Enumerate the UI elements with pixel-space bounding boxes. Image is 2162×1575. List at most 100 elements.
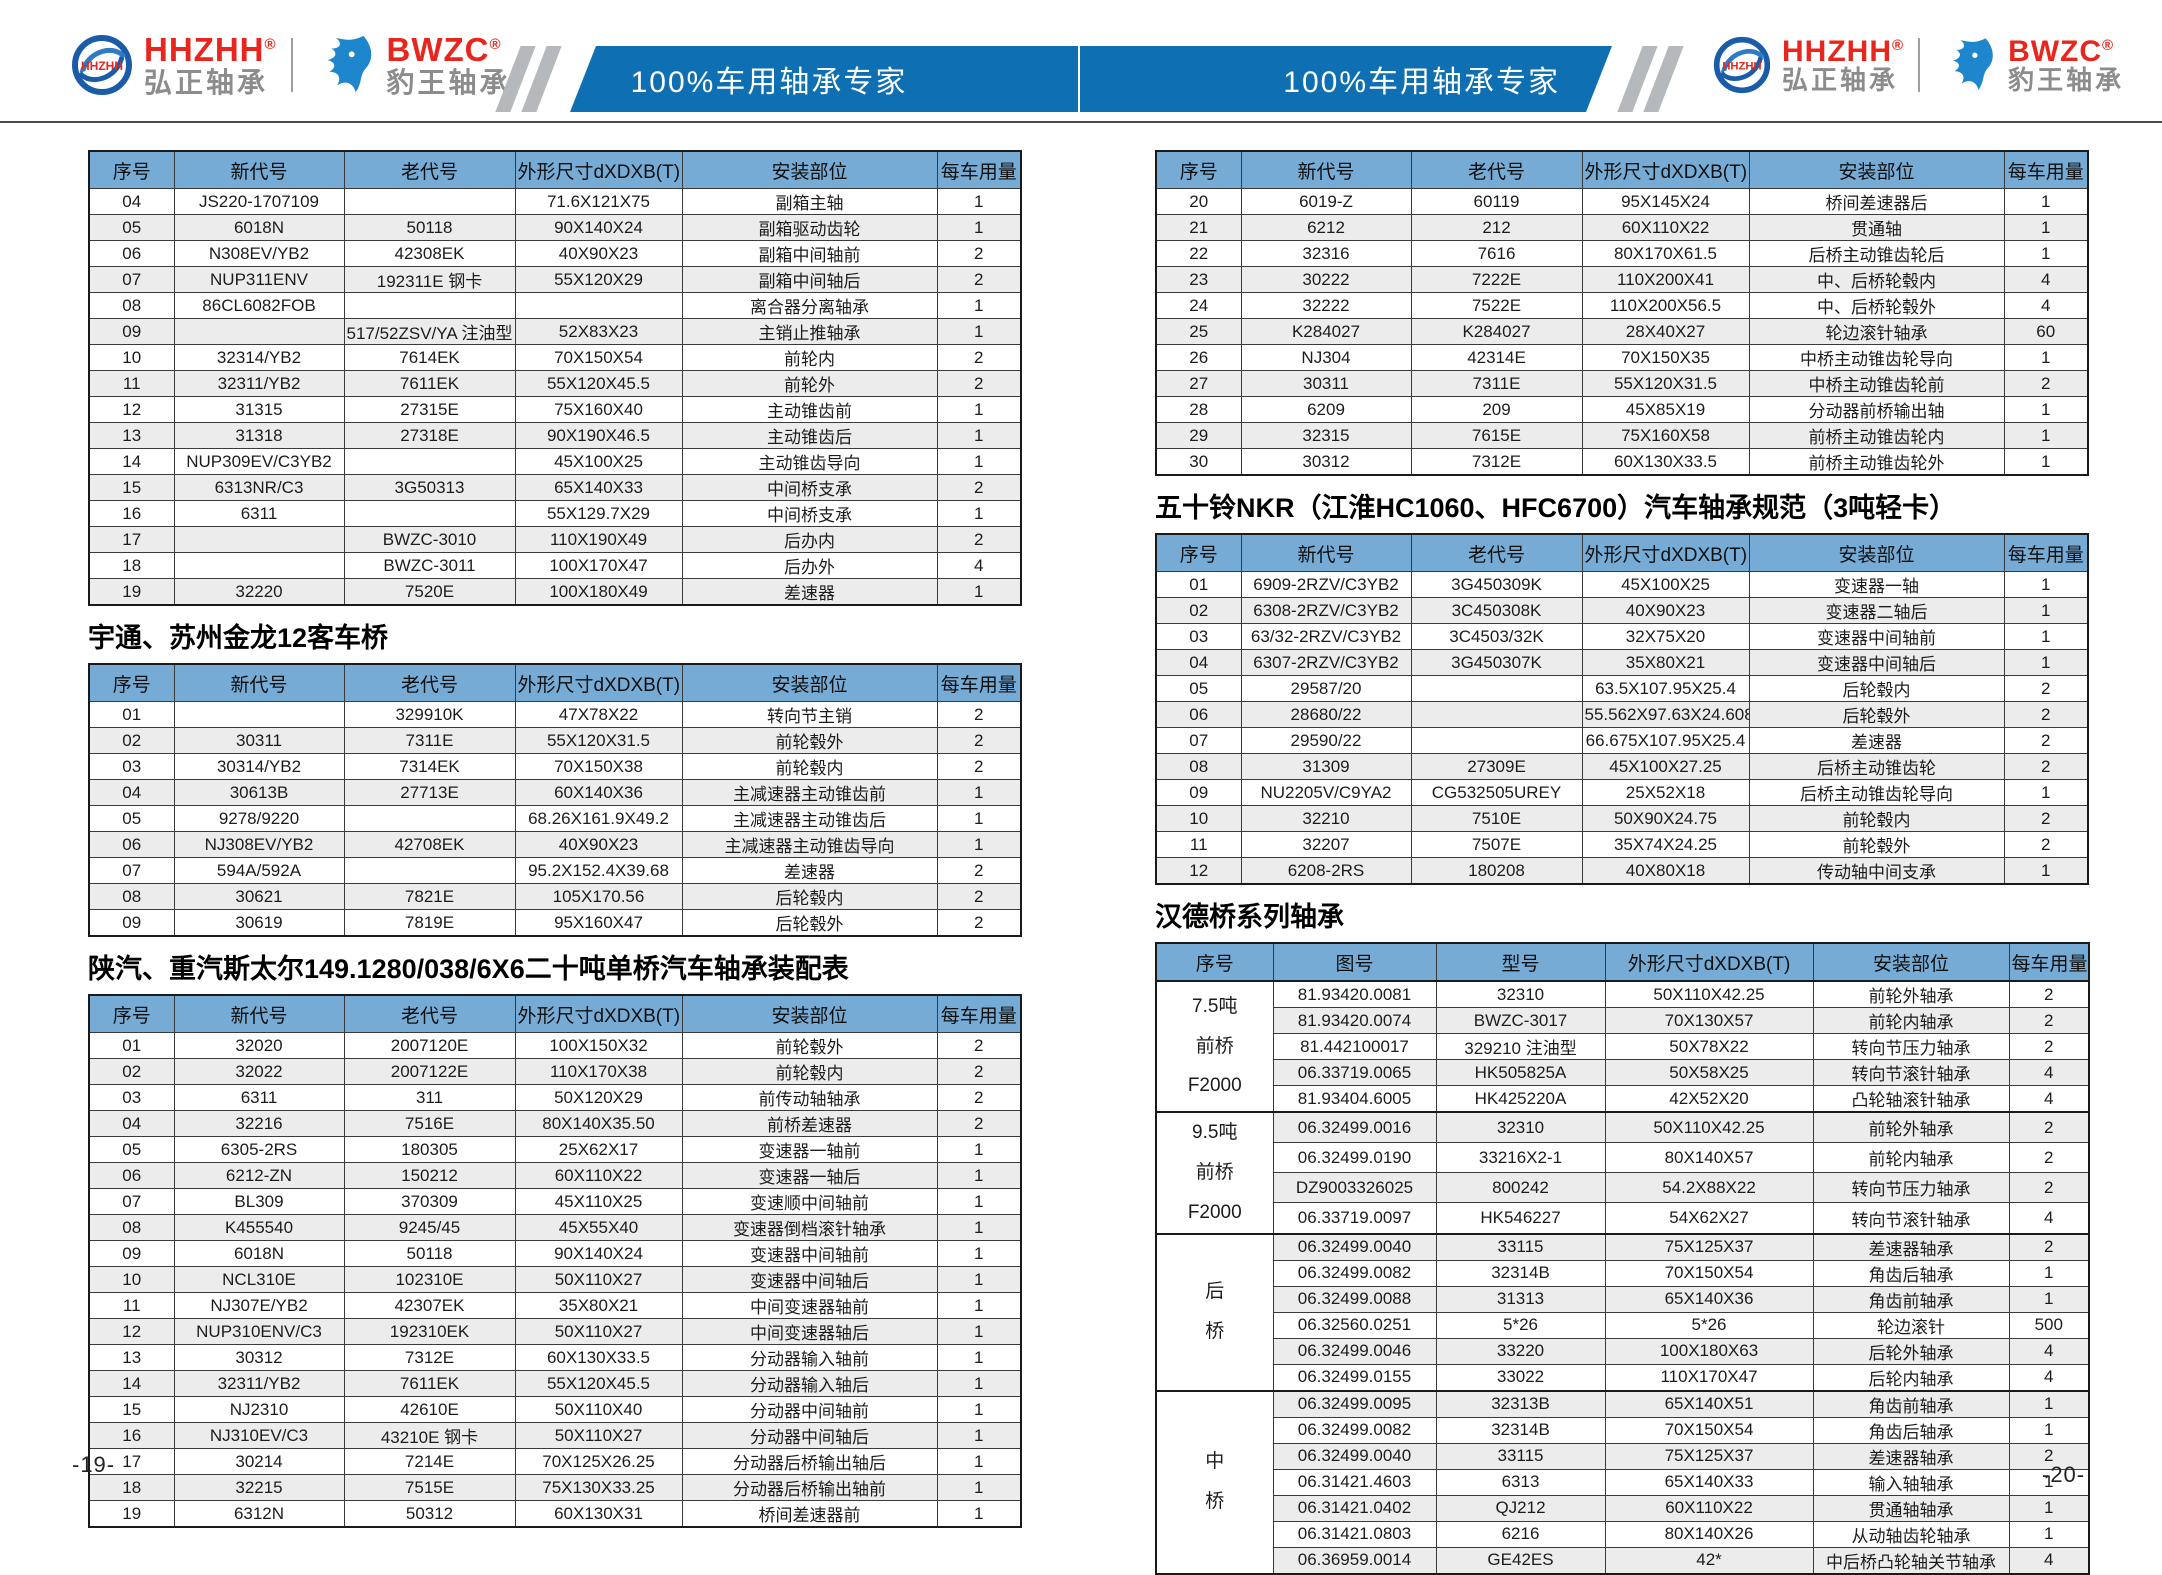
cell-qty: 2 [936,857,1022,884]
cell-dimensions: 50X110X42.25 [1604,980,1814,1008]
cell-dimensions: 75X125X37 [1604,1232,1814,1261]
cell-position: 主减速器主动锥齿导向 [681,831,938,858]
cell-dimensions: 25X52X18 [1581,779,1750,806]
cell-dimensions: 75X160X40 [514,396,683,423]
table-row: 04 JS220-1707109 71.6X121X75 副箱主轴 1 [88,188,1022,215]
hande-axle-series-table: 序号 图号 型号 外形尺寸dXDXB(T) 安装部位 每车用量 7.5吨 前桥 F2000 8… [1155,942,2090,1575]
cell-drawing-no: 06.32499.0190 [1272,1142,1437,1174]
cell-new-code: 6312N [173,1500,345,1528]
col-header-dimensions: 外形尺寸dXDXB(T) [514,150,683,189]
table-row: 06.32499.0046 33220 100X180X63 后轮外轴承 4 [1156,1337,2090,1365]
cell-index: 26 [1155,344,1242,371]
cell-old-code: BWZC-3011 [343,552,516,579]
cell-drawing-no: 06.32499.0082 [1272,1416,1437,1444]
cell-old-code: 42308EK [343,240,516,267]
table-header-row: 序号 图号 型号 外形尺寸dXDXB(T) 安装部位 每车用量 [1155,942,2090,982]
cell-new-code: 31309 [1240,753,1412,780]
cell-old-code: 27315E [343,396,516,423]
cell-dimensions: 55X120X31.5 [514,727,683,754]
col-header-position: 安装部位 [1748,150,2005,189]
cell-old-code: 212 [1410,214,1583,241]
cell-index: 18 [88,552,175,579]
table-row: 03 63/32-2RZV/C3YB2 3C4503/32K 32X75X20 变速器中… [1155,623,2089,650]
cell-old-code [343,857,516,884]
table-row: 06.31421.0402 QJ212 60X110X22 贯通轴轴承 1 [1156,1494,2090,1522]
table-row: 06.32499.0082 32314B 70X150X54 角齿后轴承 1 [1156,1259,2090,1287]
cell-position: 转向节滚针轴承 [1812,1202,2010,1235]
cell-old-code: 7515E [343,1474,516,1501]
cell-position: 前轮毂内 [1748,805,2005,832]
cell-index: 07 [88,1188,175,1215]
page-number-right: -20- [2042,1462,2086,1487]
cell-dimensions: 80X140X57 [1604,1142,1814,1174]
cell-qty: 1 [936,1344,1022,1371]
cell-position: 差速器 [681,857,938,884]
cell-new-code: NJ2310 [173,1396,345,1423]
catalog-page: { "page": { "left_page_number": "-19-", … [0,32,2162,1575]
cell-index: 29 [1155,422,1242,449]
cell-dimensions: 110X200X41 [1581,266,1750,293]
cell-dimensions: 45X85X19 [1581,396,1750,423]
cell-drawing-no: DZ9003326025 [1272,1172,1437,1204]
cell-new-code: NU2205V/C9YA2 [1240,779,1412,806]
cell-old-code: 192311E 钢卡 [343,266,516,293]
table-row: 27 30311 7311E 55X120X31.5 中桥主动锥齿轮前 2 [1155,370,2089,397]
table-row: 06 6212-ZN 150212 60X110X22 变速器一轴后 1 [88,1162,1022,1189]
cell-dimensions: 60X130X33.5 [1581,448,1750,476]
cell-index: 15 [88,474,175,501]
cell-old-code [343,448,516,475]
cell-position: 差速器 [1748,727,2005,754]
cell-old-code: 3G450309K [1410,571,1583,598]
col-header-qty: 每车用量 [936,150,1022,189]
col-header-index: 序号 [88,150,175,189]
cell-dimensions: 110X170X38 [514,1058,683,1085]
cell-drawing-no: 81.442100017 [1272,1033,1437,1060]
cell-drawing-no: 06.32499.0088 [1272,1285,1437,1313]
table-row: 14 NUP309EV/C3YB2 45X100X25 主动锥齿导向 1 [88,448,1022,475]
yutong-jinlong-bus-axle-table: 序号 新代号 老代号 外形尺寸dXDXB(T) 安装部位 每车用量 01 329910K 47X… [88,663,1022,937]
table-row: 10 32210 7510E 50X90X24.75 前轮毂内 2 [1155,805,2089,832]
col-header-old-code: 老代号 [343,994,516,1033]
cell-position: 前轮毂内 [681,1058,938,1085]
cell-position: 副箱中间轴前 [681,240,938,267]
cell-dimensions: 40X80X18 [1581,857,1750,885]
cell-qty: 1 [936,1240,1022,1267]
section-title-yutong: 宇通、苏州金龙12客车桥 [88,623,389,653]
slogan-banner-left: 100%车用轴承专家 [570,46,1078,112]
cell-old-code: 7516E [343,1110,516,1137]
cell-new-code: NUP309EV/C3YB2 [173,448,345,475]
cell-qty: 2 [936,1110,1022,1137]
cell-old-code: 7611EK [343,1370,516,1397]
cell-position: 副箱主轴 [681,188,938,215]
cell-old-code: 7520E [343,578,516,606]
cell-position: 后轮毂外 [681,909,938,937]
cell-drawing-no: 81.93420.0081 [1272,980,1437,1008]
table-row: 11 32207 7507E 35X74X24.25 前轮毂外 2 [1155,831,2089,858]
cell-old-code: 7510E [1410,805,1583,832]
cell-new-code: NJ307E/YB2 [173,1292,345,1319]
cell-position: 凸轮轴滚针轴承 [1812,1085,2010,1113]
cell-qty: 1 [936,578,1022,606]
col-header-old-code: 老代号 [343,663,516,702]
cell-position: 前桥主动锥齿轮内 [1748,422,2005,449]
cell-old-code: 192310EK [343,1318,516,1345]
cell-position: 分动器中间轴后 [681,1422,938,1449]
cell-position: 分动器后桥输出轴前 [681,1474,938,1501]
cell-position: 转向节压力轴承 [1812,1172,2010,1204]
table-row: 06.32499.0040 33115 75X125X37 差速器轴承 2 [1156,1442,2090,1470]
cell-dimensions: 65X140X36 [1604,1285,1814,1313]
cell-new-code: 32216 [173,1110,345,1137]
cell-index: 02 [88,1058,175,1085]
cell-dimensions: 5*26 [1604,1311,1814,1339]
table-row: 19 6312N 50312 60X130X31 桥间差速器前 1 [88,1500,1022,1528]
cell-qty: 2 [936,240,1022,267]
cell-position: 后桥主动锥齿轮后 [1748,240,2005,267]
cell-qty: 1 [936,1318,1022,1345]
cell-position: 角齿后轴承 [1812,1259,2010,1287]
cell-index: 04 [88,779,175,806]
cell-dimensions: 25X62X17 [514,1136,683,1163]
table-row: 18 32215 7515E 75X130X33.25 分动器后桥输出轴前 1 [88,1474,1022,1501]
page-number-left: -19- [72,1452,116,1477]
table-row: 05 29587/20 63.5X107.95X25.4 后轮毂内 2 [1155,675,2089,702]
cell-old-code: 2007122E [343,1058,516,1085]
